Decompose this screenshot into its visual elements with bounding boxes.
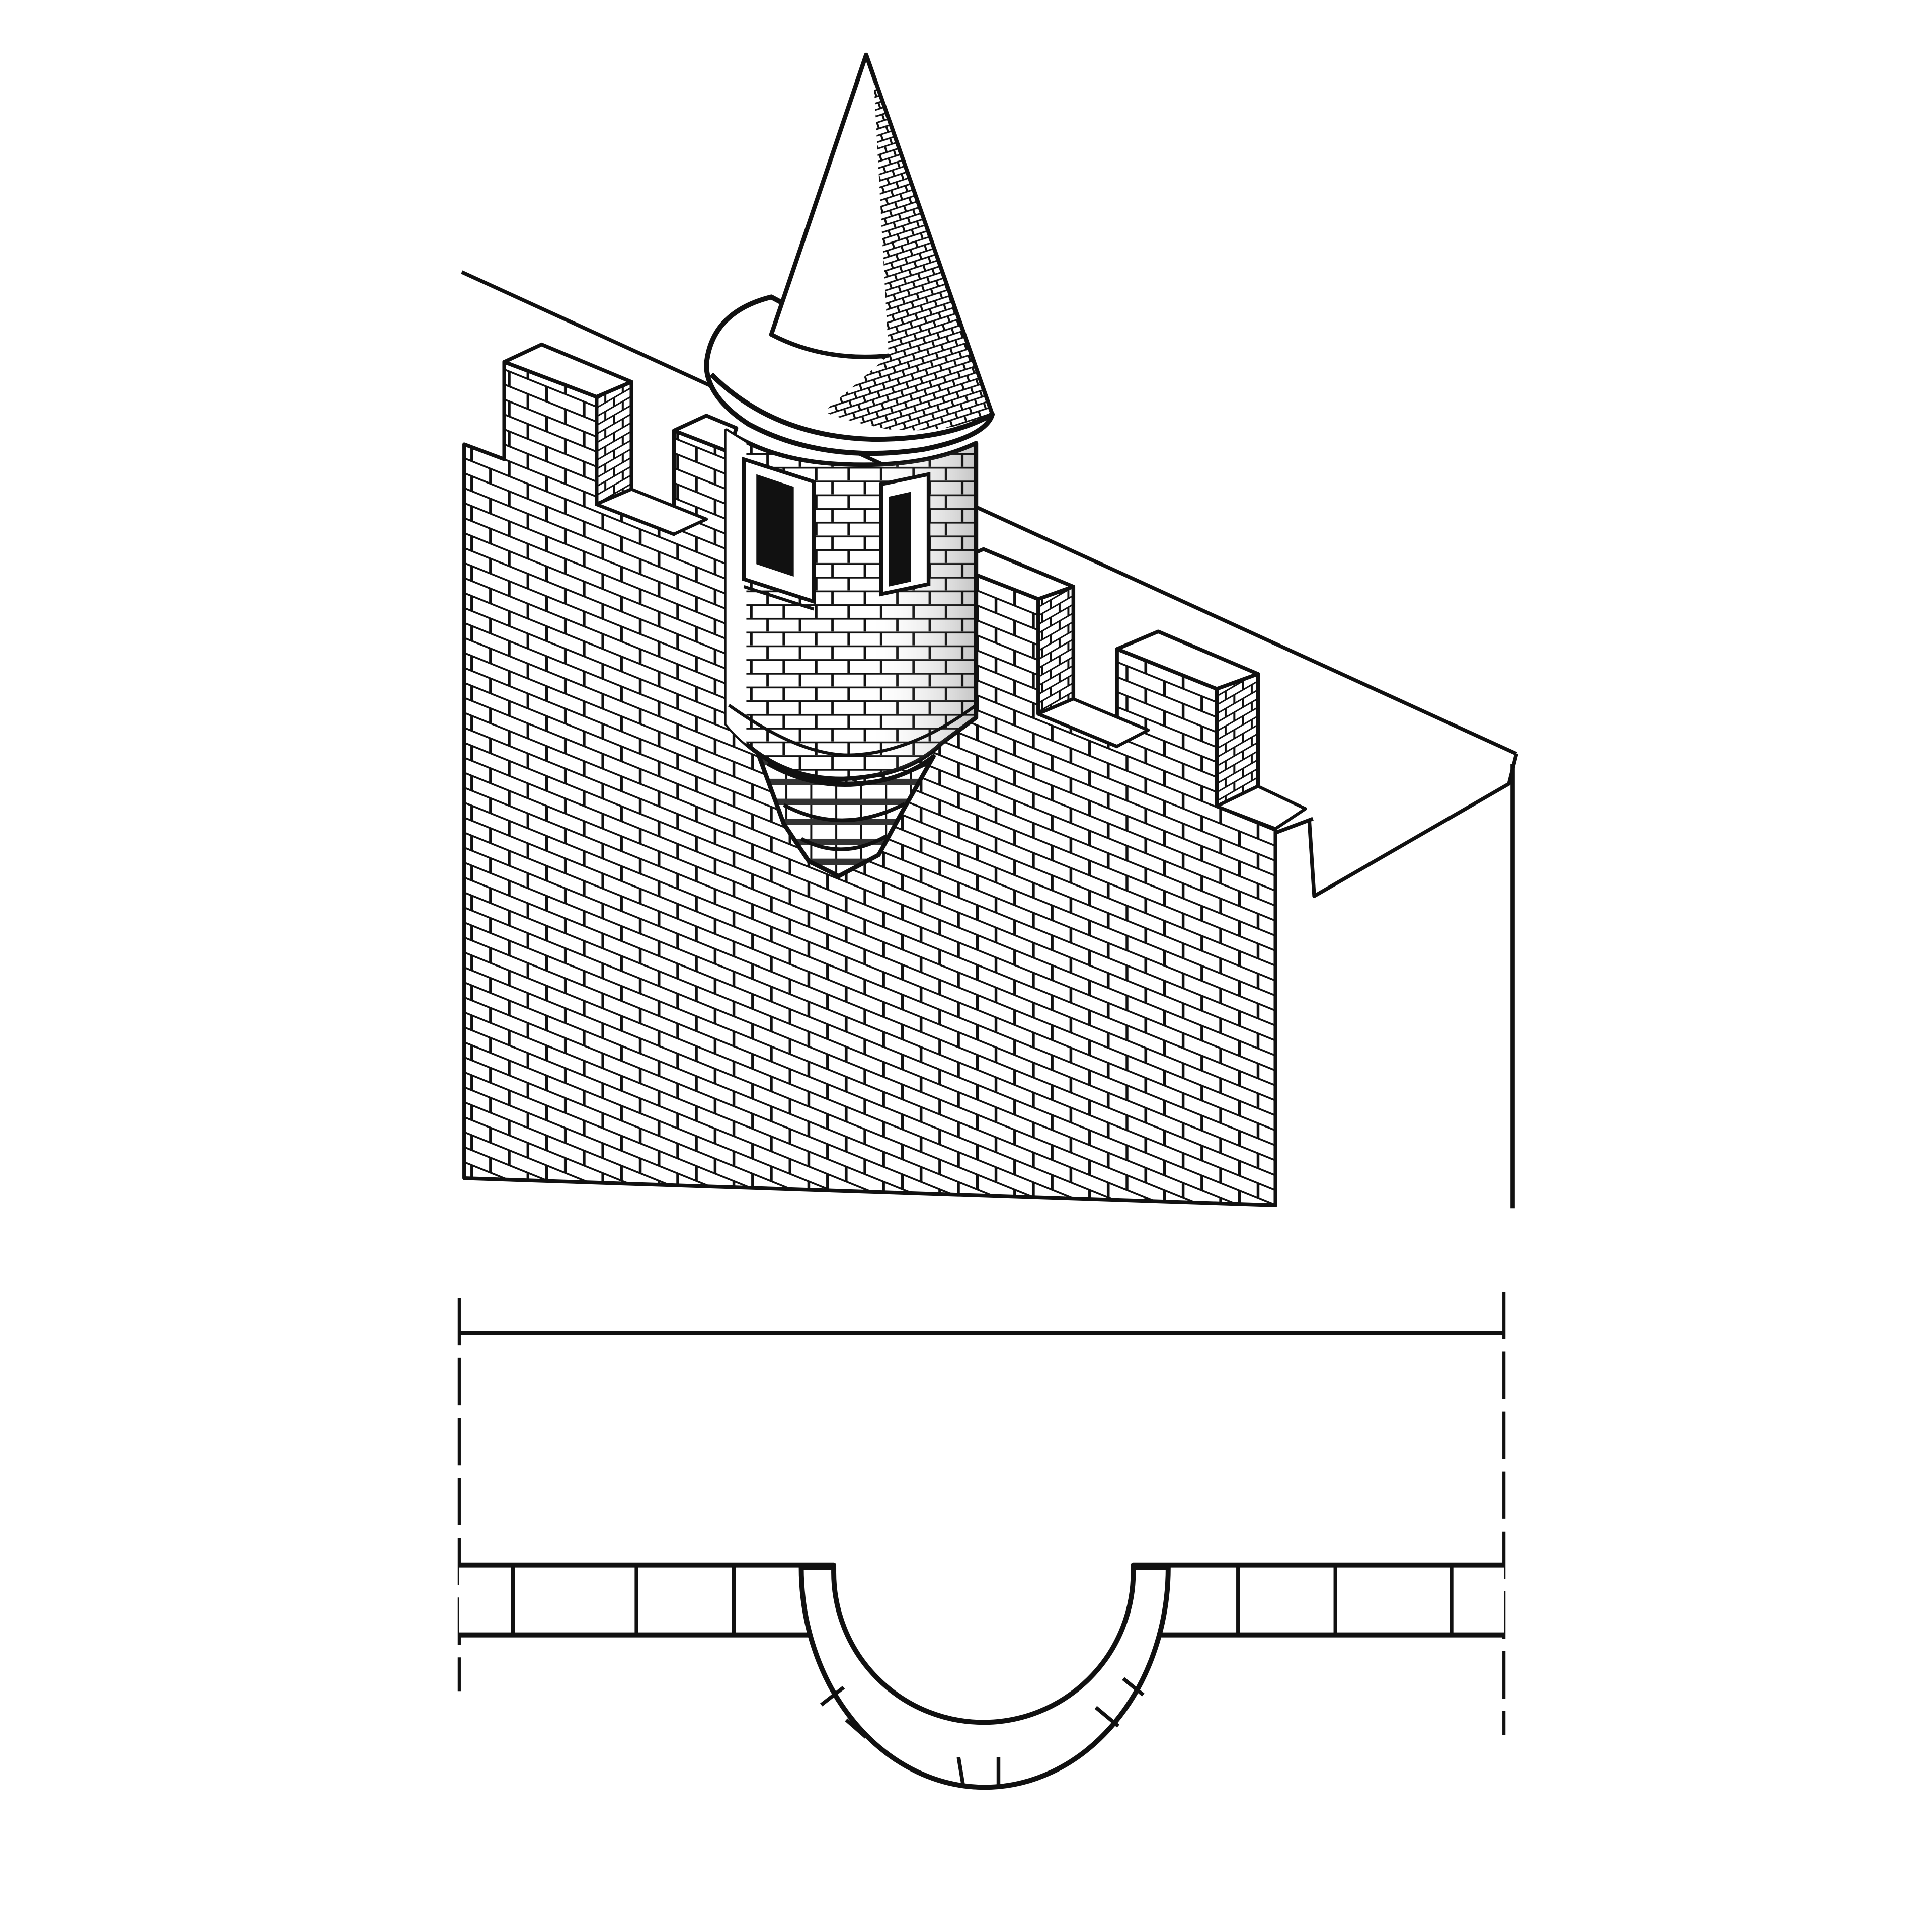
plan-turret bbox=[798, 1565, 1171, 1790]
perspective-view bbox=[461, 52, 1518, 1209]
plan-view bbox=[457, 1292, 1506, 1790]
turret-window-right bbox=[879, 472, 931, 597]
turret-roof-tiles bbox=[824, 79, 993, 431]
plan-wall-left bbox=[459, 1562, 837, 1638]
turret-window-left bbox=[742, 456, 816, 611]
plan-wall-right bbox=[1131, 1562, 1504, 1638]
turret bbox=[704, 52, 995, 878]
merlons bbox=[502, 342, 1307, 831]
